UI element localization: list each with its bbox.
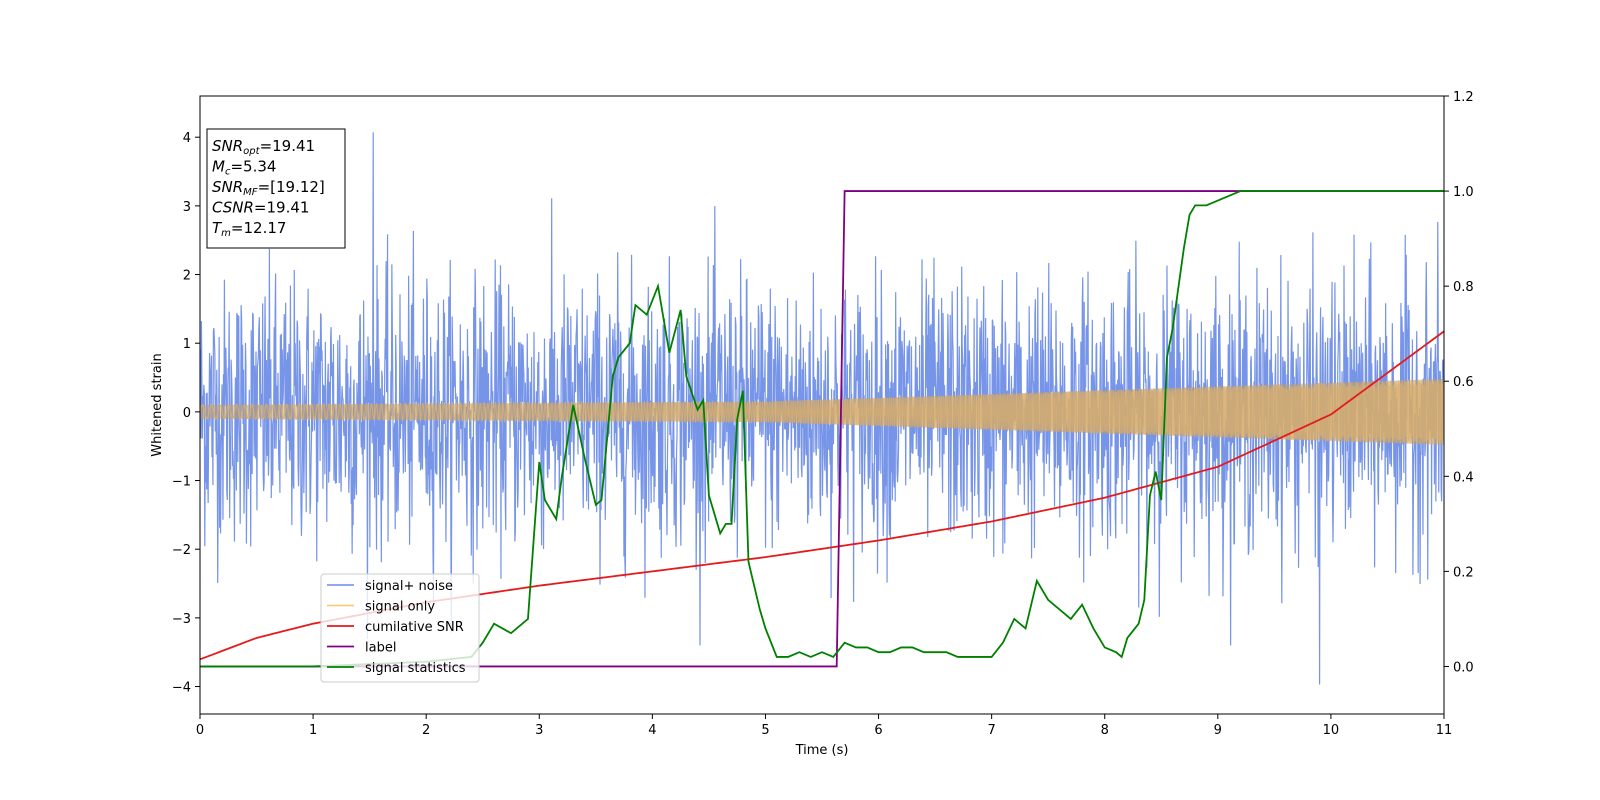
y2-axis-ticks: 0.0 0.2 0.4 0.6 0.8 1.0 1.2 (1444, 90, 1474, 675)
y2-tick-label: 0.6 (1453, 375, 1474, 390)
x-tick-label: 10 (1323, 723, 1340, 738)
legend-entry-label: signal only (365, 600, 435, 615)
y-tick-label: 1 (183, 337, 191, 352)
y-axis-label: Whitened strain (150, 353, 165, 456)
y-tick-label: −4 (172, 681, 191, 696)
legend-frame (320, 573, 480, 683)
x-tick-label: 4 (648, 723, 656, 738)
x-tick-label: 3 (535, 723, 543, 738)
series-signal-only-band (200, 378, 1444, 445)
legend-entry-label: label (365, 641, 396, 656)
y2-tick-label: 0.8 (1453, 280, 1474, 295)
info-box-frame (206, 128, 346, 249)
y-tick-label: 2 (183, 269, 191, 284)
legend-entry-label: signal+ noise (365, 579, 453, 594)
info-box-line: Mc=5.34 (212, 158, 276, 178)
y-tick-label: −1 (172, 475, 191, 490)
info-box-line: Tm=12.17 (212, 219, 286, 239)
chart-legend: signal+ noise signal only cumilative SNR la… (320, 573, 480, 683)
y-tick-label: −2 (172, 543, 191, 558)
x-tick-label: 2 (422, 723, 430, 738)
y-tick-label: 3 (183, 200, 191, 215)
plot-frame (199, 95, 1445, 715)
y2-tick-label: 0.4 (1453, 470, 1474, 485)
y2-tick-label: 1.2 (1453, 90, 1474, 105)
annotation-info-box: SNRopt=19.41Mc=5.34SNRMF=[19.12]CSNR=19.… (206, 128, 346, 249)
legend-entry-label: signal statistics (365, 661, 466, 676)
info-box-line: CSNR=19.41 (212, 199, 309, 217)
x-tick-label: 1 (309, 723, 317, 738)
y-axis-ticks: −4 −3 −2 −1 0 1 2 3 4 (172, 131, 200, 696)
x-axis-label: Time (s) (795, 743, 849, 758)
y-tick-label: 4 (183, 131, 191, 146)
y2-tick-label: 0.2 (1453, 565, 1474, 580)
y2-tick-label: 0.0 (1453, 660, 1474, 675)
series-signal-statistics-line (200, 190, 1444, 668)
x-tick-label: 7 (987, 723, 995, 738)
x-tick-label: 8 (1101, 723, 1109, 738)
info-box-line: SNRopt=19.41 (212, 137, 315, 157)
x-tick-label: 0 (196, 723, 204, 738)
legend-entry-label: cumilative SNR (365, 620, 464, 635)
y-tick-label: −3 (172, 612, 191, 627)
x-tick-label: 9 (1214, 723, 1222, 738)
x-tick-label: 5 (761, 723, 769, 738)
x-axis-ticks: 0 1 2 3 4 5 6 7 8 9 10 11 (196, 714, 1452, 738)
series-label-line (200, 190, 1444, 668)
info-box-line: SNRMF=[19.12] (212, 178, 325, 198)
y-tick-label: 0 (183, 406, 191, 421)
x-tick-label: 6 (874, 723, 882, 738)
y2-tick-label: 1.0 (1453, 185, 1474, 200)
x-tick-label: 11 (1436, 723, 1453, 738)
